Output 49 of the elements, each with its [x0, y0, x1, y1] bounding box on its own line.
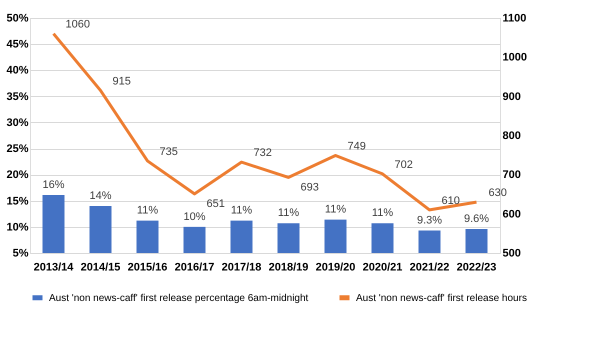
x-tick-label: 2018/19 — [268, 262, 308, 274]
data-label: 9.3% — [416, 214, 442, 227]
y2-tick-label: 500 — [502, 248, 521, 260]
x-tick-label: 2013/14 — [34, 262, 74, 274]
data-label: 11% — [372, 207, 394, 220]
data-label: 610 — [442, 194, 460, 207]
data-label: 11% — [230, 204, 252, 217]
y-tick-label: 35% — [6, 90, 29, 103]
x-tick-label: 2014/15 — [80, 262, 120, 274]
data-label: 915 — [112, 75, 131, 88]
x-tick-label: 2022/23 — [456, 262, 496, 274]
data-label: 732 — [254, 147, 272, 160]
data-label: 11% — [324, 204, 346, 216]
data-label: 630 — [488, 187, 507, 200]
y-tick-label: 5% — [12, 248, 29, 260]
data-label: 702 — [394, 158, 413, 171]
legend-label: Aust 'non news-caff' first release hours — [356, 292, 527, 304]
x-tick-label: 2019/20 — [316, 262, 356, 274]
y2-tick-label: 900 — [502, 90, 521, 103]
data-label: 1060 — [66, 18, 90, 31]
x-tick-label: 2017/18 — [222, 262, 262, 274]
y2-tick-label: 700 — [502, 169, 521, 182]
data-label: 651 — [206, 198, 225, 210]
y2-tick-label: 600 — [502, 208, 521, 220]
y-tick-label: 10% — [6, 221, 29, 234]
y-tick-label: 20% — [6, 169, 29, 182]
legend-label: Aust 'non news-caff' first release percentage 6am-midnight — [49, 292, 309, 304]
data-label: 10% — [183, 210, 206, 223]
y-tick-label: 50% — [6, 12, 29, 24]
y-tick-label: 30% — [6, 116, 29, 129]
data-label: 16% — [42, 179, 65, 192]
y-tick-label: 40% — [6, 64, 29, 77]
x-tick-label: 2016/17 — [174, 262, 214, 274]
data-label: 749 — [348, 140, 366, 152]
y-tick-label: 25% — [6, 143, 29, 156]
x-tick-label: 2021/22 — [410, 262, 450, 274]
data-label: 11% — [136, 204, 158, 217]
data-label: 14% — [89, 190, 112, 202]
y-tick-label: 15% — [6, 195, 29, 208]
data-label: 9.6% — [464, 212, 490, 225]
data-label: 11% — [278, 207, 300, 220]
y-tick-label: 45% — [6, 38, 29, 51]
data-label: 735 — [160, 146, 178, 158]
y2-tick-label: 1000 — [502, 52, 527, 64]
data-label: 693 — [300, 181, 319, 194]
y2-tick-label: 800 — [502, 130, 521, 142]
x-tick-label: 2015/16 — [128, 262, 168, 274]
x-tick-label: 2020/21 — [362, 262, 402, 274]
y2-tick-label: 1100 — [502, 12, 526, 24]
